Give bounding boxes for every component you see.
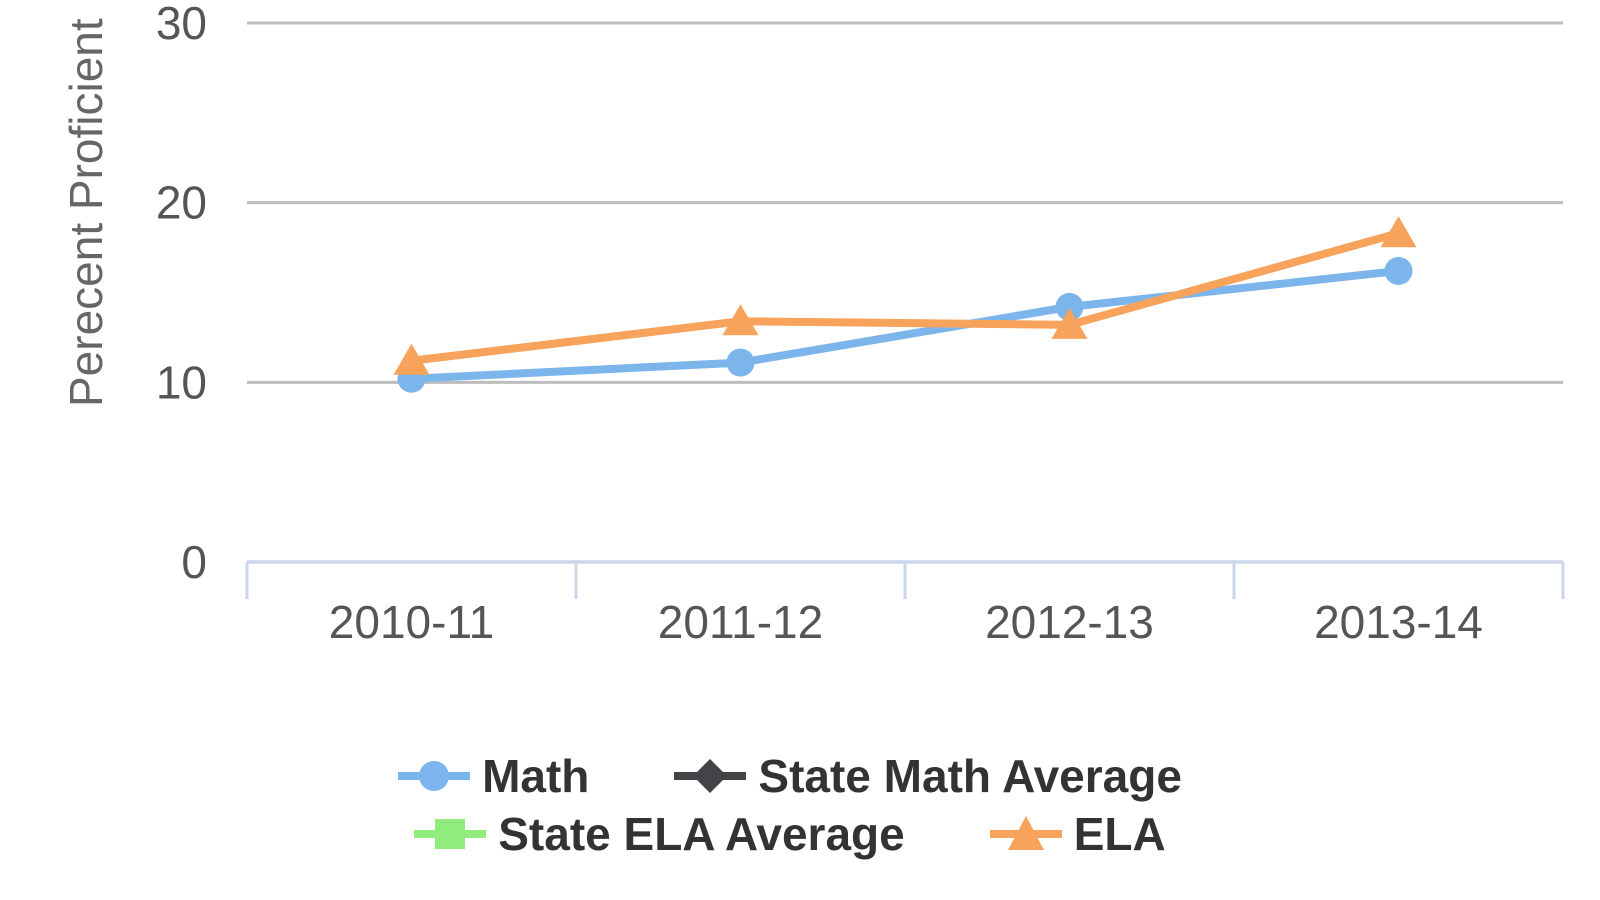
- y-axis-tick-label: 20: [156, 177, 207, 229]
- data-point-marker[interactable]: [722, 304, 759, 336]
- legend-item-math[interactable]: Math: [398, 749, 589, 803]
- square-legend-marker-icon: [414, 819, 487, 849]
- series-line-ela[interactable]: [411, 229, 1400, 365]
- triangle-legend-marker-icon: [989, 816, 1062, 850]
- diamond-legend-marker-icon: [674, 759, 747, 793]
- legend-label: ELA: [1073, 808, 1166, 860]
- data-point-marker[interactable]: [1384, 256, 1413, 285]
- data-point-marker[interactable]: [393, 343, 430, 375]
- x-axis-label: 2010-11: [329, 596, 494, 648]
- legend-item-state-math-average[interactable]: State Math Average: [674, 749, 1182, 803]
- legend-label: State Math Average: [758, 750, 1182, 802]
- legend-row-2: State ELA Average ELA: [414, 806, 1166, 862]
- y-axis-tick-label: 30: [156, 0, 207, 49]
- x-axis-label: 2012-13: [985, 596, 1154, 648]
- circle-legend-marker-icon: [398, 761, 471, 791]
- series-line-math[interactable]: [411, 266, 1399, 383]
- legend-label: Math: [482, 750, 590, 802]
- x-axis-label: 2013-14: [1314, 596, 1483, 648]
- data-point-marker[interactable]: [1051, 307, 1088, 339]
- chart-legend: Math State Math Average State ELA Average…: [0, 748, 1580, 862]
- y-axis-title: Perecent Proficient: [60, 18, 112, 407]
- y-axis-tick-label: 0: [181, 536, 207, 588]
- data-point-marker[interactable]: [1055, 292, 1084, 321]
- legend-row-1: Math State Math Average: [398, 748, 1182, 804]
- y-axis-tick-label: 10: [156, 356, 207, 408]
- data-point-marker[interactable]: [726, 348, 755, 377]
- data-point-marker[interactable]: [1380, 216, 1417, 248]
- x-axis-label: 2011-12: [658, 596, 823, 648]
- legend-item-ela[interactable]: ELA: [989, 807, 1166, 861]
- legend-label: State ELA Average: [498, 808, 905, 860]
- legend-item-state-ela-average[interactable]: State ELA Average: [414, 807, 905, 861]
